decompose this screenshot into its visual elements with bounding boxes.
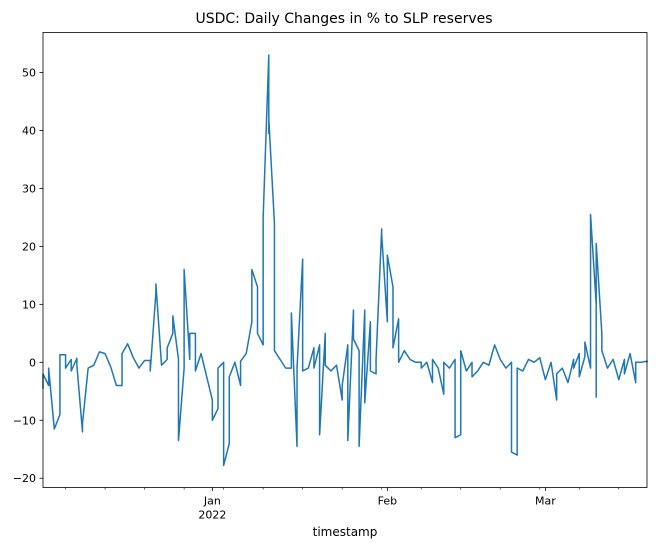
x-tick-sublabel-0: 2022 (198, 509, 226, 522)
x-tick-label-1: Feb (378, 495, 397, 508)
x-tick-label-2: Mar (535, 495, 556, 508)
series-line-0 (42, 54, 648, 467)
chart-title: USDC: Daily Changes in % to SLP reserves (195, 11, 492, 27)
y-axis: −20 −10 0 10 20 30 40 50 (13, 66, 43, 485)
y-tick-label-2: 0 (29, 356, 36, 369)
plot-area (42, 54, 648, 467)
x-tick-label-0: Jan (203, 495, 221, 508)
y-tick-label-3: 10 (22, 298, 36, 311)
plot-frame (42, 32, 648, 488)
y-tick-label-5: 30 (22, 182, 36, 195)
y-tick-label-4: 20 (22, 240, 36, 253)
x-axis-label: timestamp (313, 525, 378, 539)
y-tick-label-6: 40 (22, 124, 36, 137)
y-tick-label-7: 50 (22, 66, 36, 79)
y-tick-label-1: −10 (13, 414, 36, 427)
y-tick-label-0: −20 (13, 472, 36, 485)
